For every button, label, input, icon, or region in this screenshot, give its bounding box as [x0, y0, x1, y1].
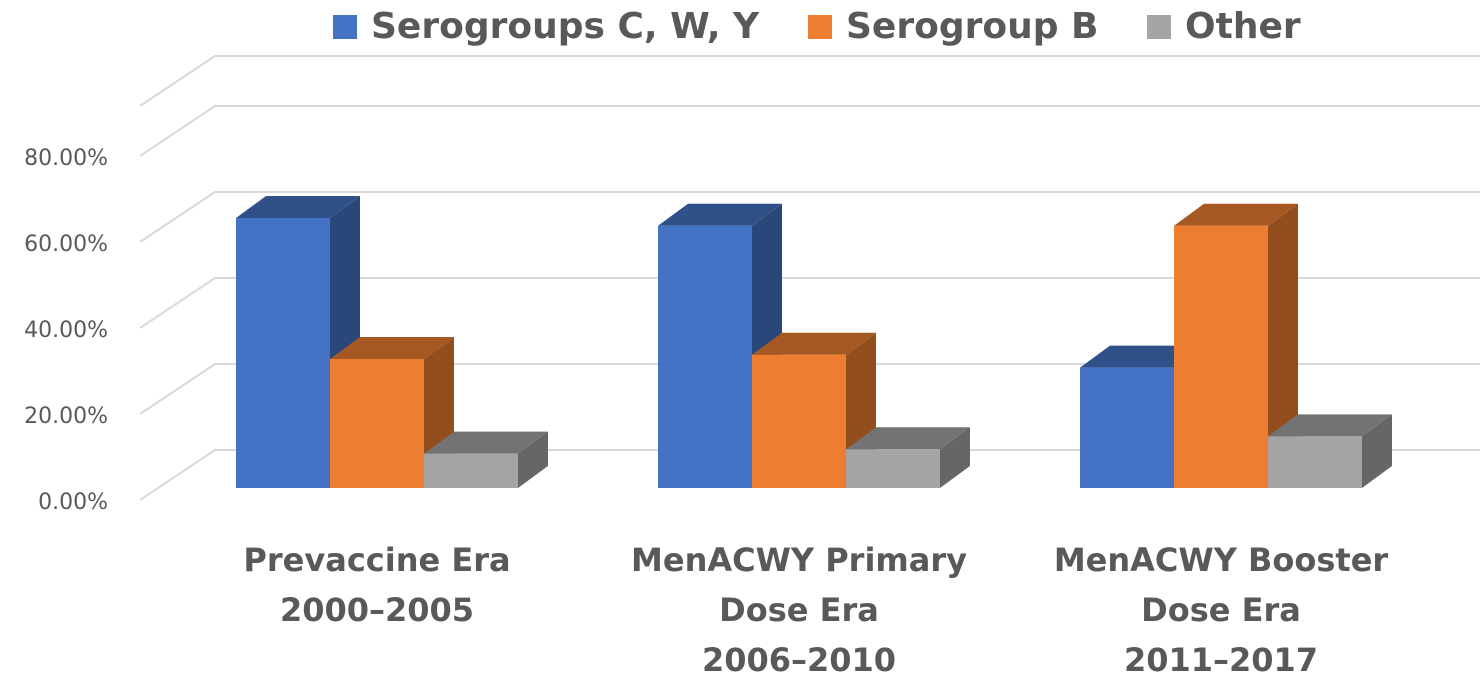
x-tick-label: MenACWY Primary Dose Era 2006–2010	[631, 541, 967, 679]
x-tick-line: MenACWY Booster	[1054, 541, 1389, 579]
x-tick-line: Dose Era	[1141, 591, 1301, 629]
grid-line	[139, 191, 1480, 243]
bar-front	[1174, 225, 1268, 488]
bar-side	[1362, 414, 1392, 488]
bar-top	[658, 203, 782, 226]
bar-front	[424, 453, 518, 488]
bar-top	[236, 195, 360, 218]
grid-line	[139, 277, 1480, 329]
bar-front	[752, 354, 846, 488]
bar-side	[940, 427, 970, 488]
bar-side	[518, 431, 548, 488]
grid-line	[139, 105, 1480, 157]
bar	[658, 203, 782, 488]
bar-front	[1080, 367, 1174, 488]
legend-swatch	[333, 15, 357, 39]
x-tick-label: MenACWY Booster Dose Era 2011–2017	[1054, 541, 1389, 679]
bar	[1268, 414, 1392, 488]
x-tick-line: Prevaccine Era	[243, 541, 510, 579]
legend-label: Other	[1185, 6, 1301, 47]
legend-label: Serogroups C, W, Y	[371, 6, 760, 47]
bar-front	[330, 359, 424, 488]
bar-top	[330, 337, 454, 359]
grid-line	[139, 449, 1480, 501]
legend-swatch	[808, 15, 832, 39]
y-tick-label: 40.00%	[24, 318, 108, 343]
x-tick-line: MenACWY Primary	[631, 541, 967, 579]
bar-top	[424, 431, 548, 454]
legend-label: Serogroup B	[846, 6, 1098, 47]
wall-top	[139, 55, 1480, 107]
bar-top	[846, 427, 970, 450]
x-tick-line: Dose Era	[719, 591, 879, 629]
bar-front	[846, 449, 940, 488]
bar-top	[752, 332, 876, 355]
x-tick-line: 2000–2005	[280, 591, 474, 629]
legend-swatch	[1147, 15, 1171, 39]
x-tick-label: Prevaccine Era 2000–2005	[243, 541, 510, 629]
bar-front	[236, 217, 330, 488]
y-tick-label: 20.00%	[24, 404, 108, 429]
grid-line	[139, 363, 1480, 415]
bar-side	[1268, 203, 1298, 488]
bar-top	[1080, 345, 1204, 368]
bar	[846, 427, 970, 488]
x-tick-line: 2011–2017	[1124, 641, 1318, 679]
bar	[424, 431, 548, 488]
y-tick-label: 60.00%	[24, 232, 108, 257]
x-tick-line: 2006–2010	[702, 641, 896, 679]
y-tick-label: 80.00%	[24, 146, 108, 171]
bar-front	[1268, 436, 1362, 488]
y-tick-label: 0.00%	[38, 490, 108, 515]
bar	[1174, 203, 1298, 488]
bar-front	[658, 225, 752, 488]
bar-top	[1174, 203, 1298, 226]
bar-top	[1268, 414, 1392, 437]
bar	[330, 337, 454, 488]
